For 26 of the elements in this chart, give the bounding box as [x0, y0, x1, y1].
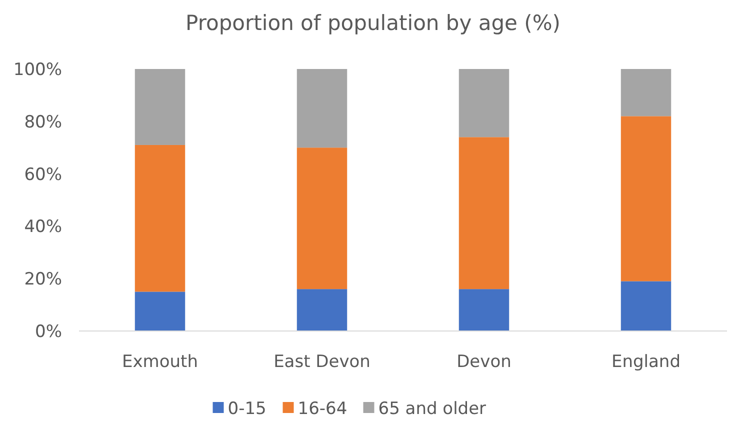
chart-title: Proportion of population by age (%) [186, 11, 560, 35]
legend-label: 0-15 [228, 398, 266, 419]
bar [296, 289, 348, 331]
bar [620, 116, 672, 282]
legend-label: 16-64 [298, 398, 348, 419]
bar [458, 289, 510, 331]
y-tick-label: 0% [35, 322, 62, 342]
x-tick-label: England [611, 352, 681, 372]
bar [620, 281, 672, 331]
legend-label: 65 and older [378, 398, 486, 419]
bar [134, 292, 186, 331]
bar [296, 148, 348, 290]
bar [458, 137, 510, 290]
y-tick-label: 60% [24, 164, 62, 185]
bar [134, 69, 186, 145]
y-tick-label: 20% [24, 270, 62, 290]
x-tick-label: Devon [456, 352, 512, 372]
bar [296, 69, 348, 148]
bar [458, 69, 510, 138]
y-tick-label: 40% [24, 217, 62, 238]
bar [134, 144, 186, 292]
x-tick-label: East Devon [274, 352, 370, 372]
y-tick-label: 80% [24, 112, 62, 132]
x-tick-label: Exmouth [122, 352, 198, 372]
bar [620, 69, 672, 116]
y-tick-label: 100% [13, 60, 62, 80]
